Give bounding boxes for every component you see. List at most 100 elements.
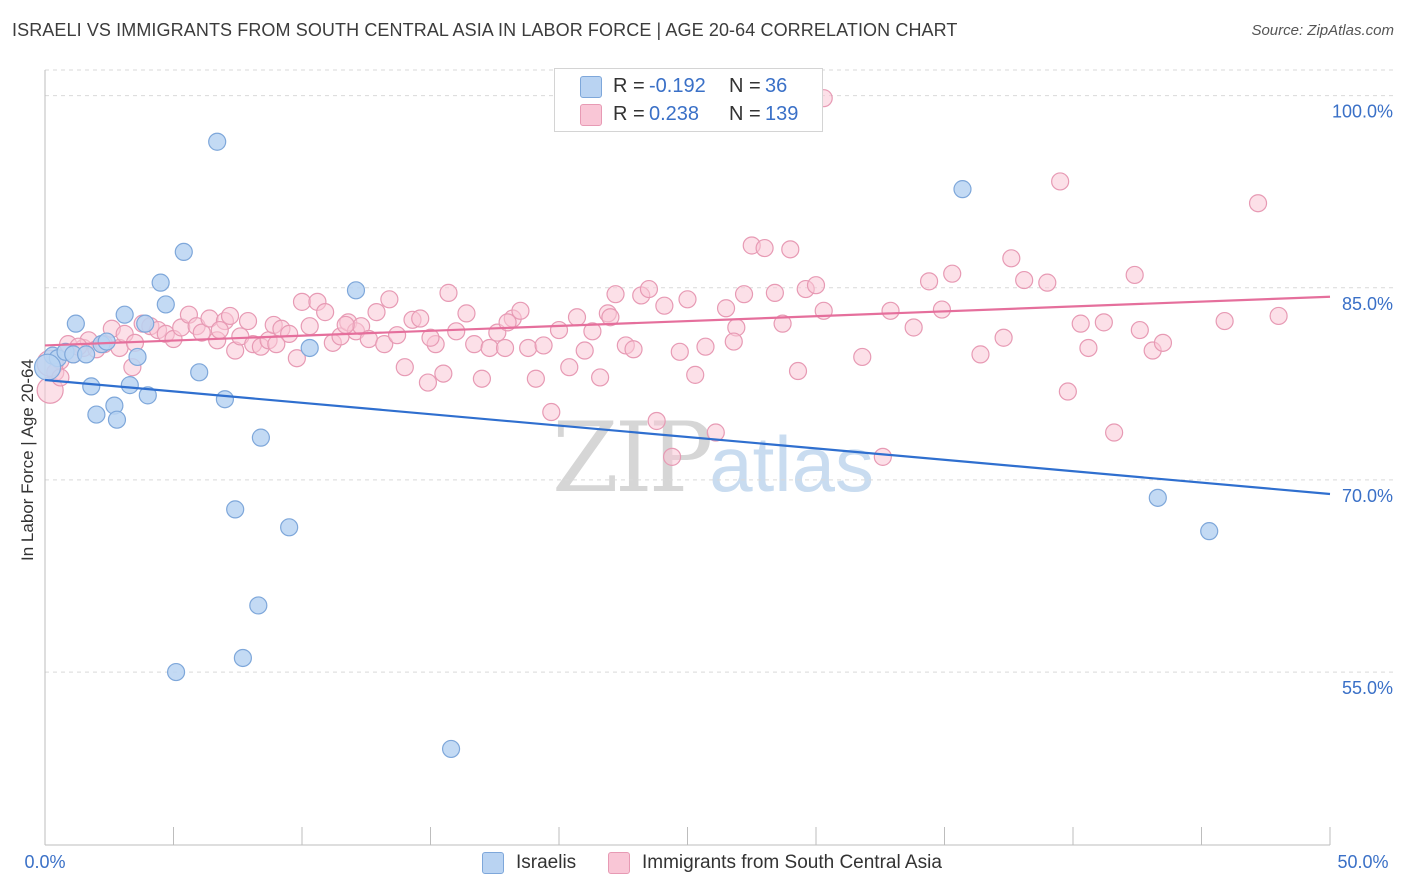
point-immigrants <box>465 335 484 354</box>
correlation-legend: R = -0.192 N = 36 R = 0.238 N = 139 <box>554 68 823 132</box>
point-immigrants <box>472 369 491 388</box>
point-israelis <box>151 273 170 292</box>
point-immigrants <box>781 240 800 259</box>
point-immigrants <box>287 349 306 368</box>
point-immigrants <box>434 364 453 383</box>
point-immigrants <box>639 279 659 299</box>
point-immigrants <box>1002 249 1021 268</box>
point-immigrants <box>418 373 438 392</box>
point-israelis <box>128 347 147 367</box>
legend-row-immigrants: R = 0.238 N = 139 <box>555 100 822 128</box>
point-immigrants <box>601 308 620 327</box>
point-immigrants <box>1125 265 1144 285</box>
point-immigrants <box>773 314 792 333</box>
point-israelis <box>138 386 157 405</box>
point-immigrants <box>280 324 299 343</box>
point-israelis <box>1200 522 1219 541</box>
point-immigrants <box>716 299 736 318</box>
legend-n-label: N = <box>729 102 761 125</box>
point-immigrants <box>1130 320 1149 340</box>
point-immigrants <box>853 347 872 367</box>
trend-line-immigrants <box>44 295 1331 347</box>
point-israelis <box>174 242 193 262</box>
legend-n-value: 139 <box>765 102 799 125</box>
point-immigrants <box>395 358 414 377</box>
point-immigrants <box>192 323 211 342</box>
point-israelis <box>953 180 972 199</box>
point-immigrants <box>881 301 900 320</box>
point-immigrants <box>267 335 286 354</box>
trend-line-israelis <box>44 378 1331 496</box>
point-immigrants <box>706 423 725 442</box>
point-immigrants <box>1269 306 1288 326</box>
point-israelis <box>1148 488 1167 507</box>
point-immigrants <box>549 320 569 340</box>
point-israelis <box>97 332 116 351</box>
point-immigrants <box>1248 194 1268 213</box>
point-israelis <box>82 377 101 396</box>
point-immigrants <box>457 304 476 323</box>
point-israelis <box>120 376 139 395</box>
point-immigrants <box>387 326 407 345</box>
y-tick-label: 85.0% <box>1342 294 1393 314</box>
point-immigrants <box>624 340 643 359</box>
point-immigrants <box>542 402 561 422</box>
point-immigrants <box>647 411 666 431</box>
gridlines <box>45 69 1393 673</box>
point-israelis <box>136 314 155 333</box>
point-immigrants <box>380 290 399 309</box>
legend-label-immigrants: Immigrants from South Central Asia <box>642 852 942 873</box>
point-immigrants <box>765 283 784 302</box>
point-israelis <box>66 314 85 333</box>
legend-r-label: R = <box>613 74 645 97</box>
point-immigrants <box>300 317 319 336</box>
point-immigrants <box>606 285 625 304</box>
point-immigrants <box>375 335 394 354</box>
point-immigrants <box>696 337 715 356</box>
x-tick-label: 50.0% <box>1337 852 1388 872</box>
point-israelis <box>226 500 245 519</box>
point-immigrants <box>411 309 430 328</box>
y-tick-label: 55.0% <box>1342 678 1393 698</box>
point-immigrants <box>498 313 517 332</box>
point-immigrants <box>678 290 697 309</box>
point-immigrants <box>734 285 754 304</box>
legend-n-value: 36 <box>765 74 788 97</box>
point-immigrants <box>904 318 923 337</box>
tick-labels: 55.0% 70.0% 85.0% 100.0% 0.0% 50.0% <box>24 102 1393 872</box>
point-israelis <box>300 338 319 358</box>
point-immigrants <box>526 369 545 388</box>
point-immigrants <box>519 338 538 358</box>
point-immigrants <box>662 447 682 466</box>
legend-r-value: -0.192 <box>649 74 706 97</box>
point-israelis <box>107 410 127 429</box>
point-immigrants <box>655 296 674 315</box>
point-immigrants <box>873 447 892 466</box>
trend-lines <box>44 295 1331 496</box>
point-immigrants <box>1215 311 1234 331</box>
point-immigrants <box>480 338 499 358</box>
point-immigrants <box>1079 338 1098 358</box>
point-immigrants <box>316 303 335 322</box>
point-immigrants <box>932 300 952 319</box>
point-israelis <box>87 405 106 424</box>
point-immigrants <box>1153 333 1173 352</box>
point-israelis <box>156 295 175 314</box>
point-immigrants <box>238 311 258 331</box>
point-immigrants <box>788 361 808 381</box>
legend-item-israelis[interactable]: Israelis <box>482 852 576 874</box>
point-israelis <box>249 596 268 615</box>
point-immigrants <box>1094 313 1113 332</box>
point-immigrants <box>806 276 826 295</box>
point-immigrants <box>670 342 689 361</box>
x-tick-label: 0.0% <box>24 852 65 872</box>
point-immigrants <box>686 365 705 384</box>
point-immigrants <box>1015 270 1034 290</box>
source-label: Source: ZipAtlas.com <box>1251 22 1394 39</box>
point-israelis <box>233 648 252 668</box>
point-immigrants <box>1105 423 1124 442</box>
legend-r-value: 0.238 <box>649 102 700 125</box>
point-immigrants <box>943 264 962 283</box>
point-israelis <box>115 305 134 324</box>
legend-item-immigrants[interactable]: Immigrants from South Central Asia <box>608 852 942 874</box>
